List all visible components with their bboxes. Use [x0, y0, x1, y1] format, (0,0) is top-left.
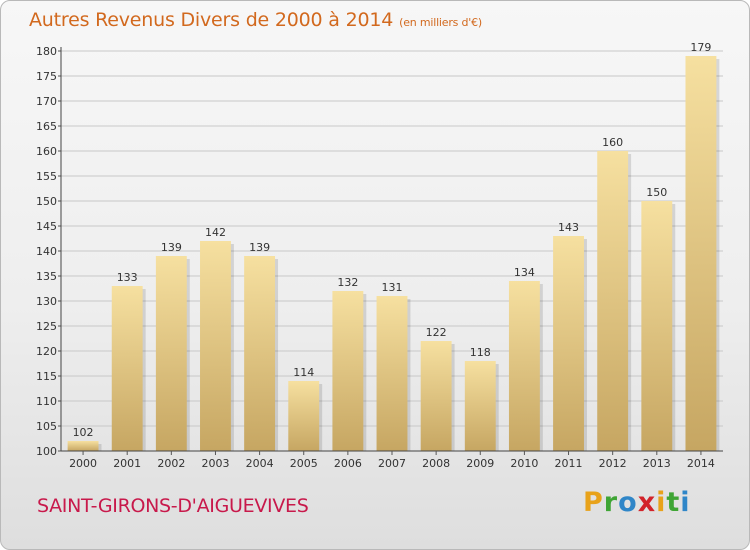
bar [111, 286, 143, 451]
y-tick-label: 170 [36, 95, 57, 108]
y-tick-label: 100 [36, 445, 57, 458]
y-tick-label: 130 [36, 295, 57, 308]
chart-title: Autres Revenus Divers de 2000 à 2014 (en … [29, 9, 482, 31]
commune-name: SAINT-GIRONS-D'AIGUEVIVES [37, 495, 309, 517]
y-tick-label: 140 [36, 245, 57, 258]
logo-letter: x [637, 487, 657, 518]
x-tick-label: 2014 [687, 457, 715, 470]
logo-letter: i [656, 487, 667, 518]
data-label: 114 [293, 366, 314, 379]
bar [464, 361, 496, 451]
data-label: 142 [205, 226, 226, 239]
bar [67, 441, 99, 451]
data-label: 139 [249, 241, 270, 254]
bar [553, 236, 584, 451]
logo-letter: r [603, 487, 619, 518]
title-unit: (en milliers d'€) [399, 16, 483, 29]
x-tick-label: 2010 [510, 457, 538, 470]
x-tick-label: 2001 [113, 457, 141, 470]
x-tick-label: 2005 [290, 457, 318, 470]
data-label: 132 [337, 276, 358, 289]
bar [685, 56, 717, 451]
y-tick-label: 110 [36, 395, 57, 408]
data-label: 160 [602, 136, 623, 149]
x-tick-label: 2000 [69, 457, 97, 470]
y-tick-label: 115 [36, 370, 57, 383]
y-tick-label: 105 [36, 420, 57, 433]
data-label: 139 [161, 241, 182, 254]
x-tick-label: 2012 [599, 457, 627, 470]
bar [244, 256, 276, 451]
y-tick-label: 155 [36, 170, 57, 183]
x-tick-label: 2006 [334, 457, 362, 470]
y-tick-label: 150 [36, 195, 57, 208]
y-tick-label: 160 [36, 145, 57, 158]
x-tick-label: 2002 [157, 457, 185, 470]
y-tick-label: 135 [36, 270, 57, 283]
proxiti-logo: Proxiti [583, 487, 691, 518]
bar [597, 151, 629, 451]
logo-letter: i [680, 487, 691, 518]
x-tick-label: 2008 [422, 457, 450, 470]
data-label: 133 [117, 271, 138, 284]
bar [641, 201, 673, 451]
data-label: 134 [514, 266, 535, 279]
x-tick-label: 2003 [201, 457, 229, 470]
y-tick-label: 175 [36, 70, 57, 83]
y-tick-label: 165 [36, 120, 57, 133]
x-tick-label: 2011 [555, 457, 583, 470]
y-tick-label: 180 [36, 45, 57, 58]
data-label: 118 [470, 346, 491, 359]
x-tick-label: 2009 [466, 457, 494, 470]
data-label: 143 [558, 221, 579, 234]
bar [376, 296, 408, 451]
x-tick-label: 2007 [378, 457, 406, 470]
data-label: 179 [690, 41, 711, 54]
logo-letter: o [618, 487, 638, 518]
y-tick-label: 125 [36, 320, 57, 333]
bar [420, 341, 452, 451]
data-label: 122 [426, 326, 447, 339]
bar [508, 281, 540, 451]
y-tick-label: 120 [36, 345, 57, 358]
data-label: 102 [73, 426, 94, 439]
data-label: 131 [382, 281, 403, 294]
x-tick-label: 2013 [643, 457, 671, 470]
bar [288, 381, 320, 451]
data-label: 150 [646, 186, 667, 199]
bar [200, 241, 231, 451]
y-tick-label: 145 [36, 220, 57, 233]
logo-letter: P [583, 487, 604, 518]
title-text: Autres Revenus Divers de 2000 à 2014 [29, 9, 394, 31]
bar [332, 291, 364, 451]
x-tick-label: 2004 [246, 457, 274, 470]
bar [155, 256, 187, 451]
logo-letter: t [666, 487, 681, 518]
